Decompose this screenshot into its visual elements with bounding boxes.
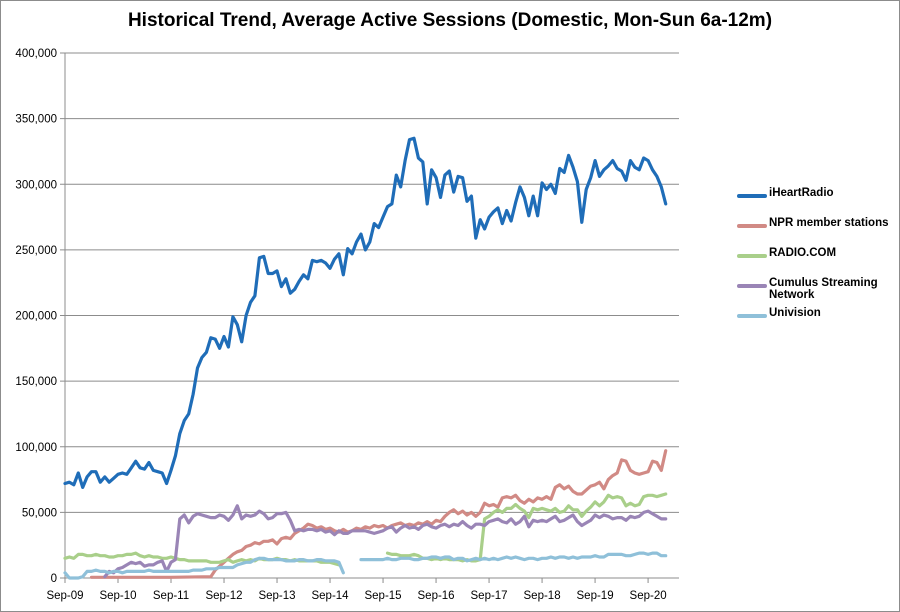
x-tick-label: Sep-18 — [524, 590, 561, 602]
series-line-univision — [359, 551, 668, 563]
series-lines — [63, 136, 668, 580]
y-tick-label: 100,000 — [15, 442, 57, 454]
legend-swatch — [737, 254, 767, 258]
y-tick-label: 300,000 — [15, 179, 57, 191]
legend-item-cumulus-streaming-network: Cumulus Streaming Network — [737, 276, 897, 306]
axes — [60, 52, 679, 583]
y-tick-label: 50,000 — [22, 507, 57, 519]
chart-title: Historical Trend, Average Active Session… — [127, 10, 773, 31]
x-tick-label: Sep-09 — [46, 590, 83, 602]
series-line-npr-member-stations — [89, 449, 668, 579]
x-tick-labels: Sep-09 Sep-10 Sep-11 Sep-12 Sep-13 Sep-14 Sep-… — [46, 590, 666, 602]
y-tick-labels: 0 50,000 100,000 150,000 200,000 250,000 300,0… — [15, 48, 57, 585]
legend: iHeartRadio NPR member stations RADIO.CO… — [737, 186, 897, 336]
y-tick-label: 350,000 — [15, 114, 57, 126]
x-tick-label: Sep-14 — [311, 590, 349, 602]
x-tick-label: Sep-13 — [258, 590, 295, 602]
series-line-radio-com — [385, 492, 668, 563]
legend-label: Cumulus Streaming Network — [769, 277, 878, 301]
legend-swatch — [737, 194, 767, 198]
legend-item-iheartradio: iHeartRadio — [737, 186, 897, 216]
x-tick-label: Sep-17 — [471, 590, 508, 602]
legend-item-radio-com: RADIO.COM — [737, 246, 897, 276]
y-tick-label: 200,000 — [15, 311, 57, 323]
x-tick-label: Sep-19 — [577, 590, 614, 602]
x-tick-label: Sep-20 — [630, 590, 667, 602]
y-tick-label: 250,000 — [15, 245, 57, 257]
legend-label: iHeartRadio — [769, 187, 834, 199]
legend-swatch — [737, 314, 767, 318]
legend-item-npr-member-stations: NPR member stations — [737, 216, 897, 246]
y-tick-label: 0 — [51, 573, 57, 585]
x-tick-label: Sep-16 — [418, 590, 455, 602]
series-line-iheartradio — [63, 136, 668, 489]
x-tick-label: Sep-15 — [364, 590, 401, 602]
x-tick-label: Sep-12 — [205, 590, 242, 602]
series-iheartradio — [63, 136, 668, 489]
legend-swatch — [737, 284, 767, 288]
y-tick-label: 400,000 — [15, 48, 57, 60]
legend-label: Univision — [769, 307, 821, 319]
series-line-univision — [63, 556, 345, 580]
x-tick-label: Sep-10 — [99, 590, 136, 602]
series-line-cumulus-streaming-network — [103, 504, 668, 579]
legend-swatch — [737, 224, 767, 228]
x-tick-label: Sep-11 — [153, 590, 189, 602]
series-univision — [63, 551, 668, 580]
legend-item-univision: Univision — [737, 306, 897, 336]
gridlines — [65, 52, 679, 513]
legend-label: RADIO.COM — [769, 247, 837, 259]
legend-label: NPR member stations — [769, 217, 889, 229]
y-tick-label: 150,000 — [15, 376, 57, 388]
